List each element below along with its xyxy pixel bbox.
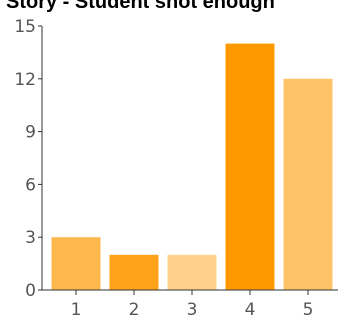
y-axis-ticks: 0 3 6 9 12 15 [14,17,42,301]
y-tick-label: 15 [14,17,36,37]
x-tick-label: 5 [303,300,314,320]
x-axis-ticks: 1 2 3 4 5 [71,290,314,320]
bars [51,43,333,290]
y-tick-label: 6 [25,175,36,195]
y-tick-label: 9 [25,123,36,143]
chart-title: Story - Student shot enough [6,0,275,13]
x-tick-label: 2 [129,300,140,320]
y-tick-label: 12 [14,70,36,90]
y-tick-label: 0 [25,281,36,301]
bar-3 [167,254,217,290]
bar-5 [283,78,333,290]
bar-2 [109,254,159,290]
x-tick-label: 4 [245,300,256,320]
x-tick-label: 1 [71,300,82,320]
x-tick-label: 3 [187,300,198,320]
y-tick-label: 3 [25,228,36,248]
bar-1 [51,237,101,290]
bar-4 [225,43,275,290]
